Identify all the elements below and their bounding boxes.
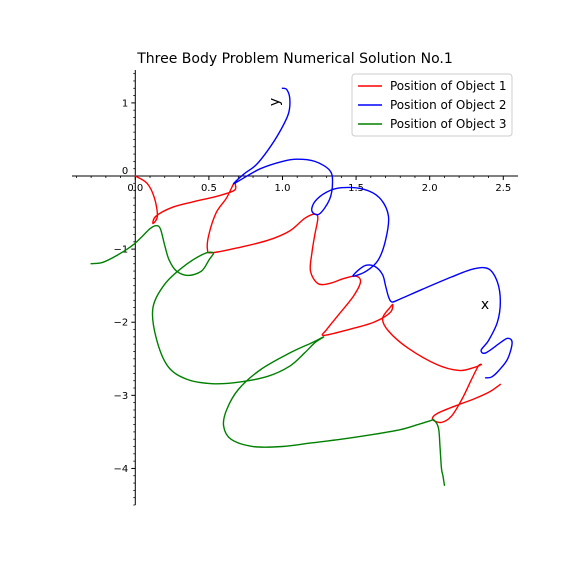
legend: Position of Object 1 Position of Object … [351,73,513,137]
x-axis-label: x [481,297,489,313]
y-tick-label: −1 [114,245,129,256]
x-tick-label: 2.0 [422,183,438,194]
y-axis-label: y [267,98,283,106]
x-tick-label: 0.5 [201,183,217,194]
y-tick-label: 0 [122,166,128,177]
legend-label-object-3: Position of Object 3 [390,117,506,131]
x-tick-label: 1.0 [275,183,291,194]
series-line-object-2 [232,87,513,379]
series-line-object-3 [90,225,446,486]
chart-title: Three Body Problem Numerical Solution No… [136,51,453,67]
y-tick-label: 1 [122,98,128,109]
legend-label-object-2: Position of Object 2 [390,98,506,112]
y-tick-label: −4 [114,464,129,475]
series-layer [90,87,513,486]
x-tick-label: 0.0 [127,183,143,194]
x-tick-label: 2.5 [495,183,511,194]
legend-frame [351,73,513,137]
y-ticks: 1 −1 −2 −3 −4 0 [114,73,136,506]
legend-label-object-1: Position of Object 1 [390,79,506,93]
y-tick-label: −3 [114,391,129,402]
y-tick-label: −2 [114,318,129,329]
